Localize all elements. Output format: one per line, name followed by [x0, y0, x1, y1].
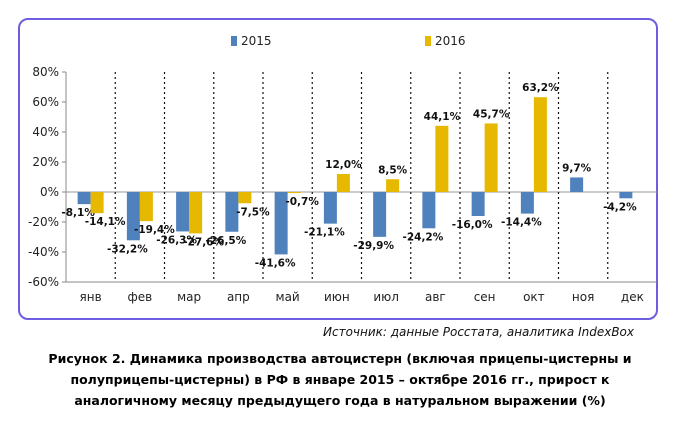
- legend-swatch-2015: [231, 36, 237, 46]
- bar-2016-май: [287, 192, 301, 194]
- source-note: Источник: данные Росстата, аналитика Ind…: [323, 325, 634, 339]
- legend-label-2015: 2015: [241, 34, 272, 48]
- bar-2016-сен: [484, 123, 498, 192]
- x-tick-label: авг: [425, 290, 446, 304]
- data-label-2016-янв: -14,1%: [85, 216, 126, 228]
- data-label-2016-авг: 44,1%: [424, 111, 461, 123]
- data-label-2015-май: -41,6%: [255, 257, 296, 269]
- legend-item-2015: 2015: [231, 34, 272, 48]
- bar-2016-июл: [386, 179, 400, 192]
- caption-line-1: Рисунок 2. Динамика производства автоцис…: [48, 351, 632, 366]
- x-tick-label: ноя: [572, 290, 594, 304]
- bar-2016-янв: [90, 192, 104, 214]
- data-label-2016-апр: -7,5%: [236, 206, 270, 218]
- y-tick-label: -60%: [28, 275, 59, 289]
- data-label-2015-июн: -21,1%: [304, 227, 345, 239]
- x-tick-label: дек: [621, 290, 644, 304]
- data-label-2015-янв: -8,1%: [61, 207, 95, 219]
- bar-2015-дек: [619, 192, 633, 199]
- legend-swatch-2016: [425, 36, 431, 46]
- bar-2015-авг: [422, 192, 436, 229]
- bar-2016-апр: [238, 192, 252, 204]
- legend-item-2016: 2016: [425, 34, 466, 48]
- x-tick-label: мар: [177, 290, 201, 304]
- x-tick-label: апр: [227, 290, 250, 304]
- y-tick-label: 0%: [40, 185, 59, 199]
- data-label-2016-май: -0,7%: [285, 196, 319, 208]
- legend-label-2016: 2016: [435, 34, 466, 48]
- x-tick-label: июн: [324, 290, 350, 304]
- bar-2016-фев: [139, 192, 153, 222]
- bar-2016-авг: [435, 125, 449, 192]
- y-tick-label: 60%: [32, 95, 59, 109]
- data-label-2015-апр: -26,5%: [205, 235, 246, 247]
- data-label-2015-ноя: 9,7%: [562, 162, 592, 174]
- data-label-2015-фев: -32,2%: [107, 243, 148, 255]
- data-label-2016-июн: 12,0%: [325, 159, 362, 171]
- data-label-2016-фев: -19,4%: [134, 224, 175, 236]
- y-tick-label: 20%: [32, 155, 59, 169]
- bar-2015-мар: [176, 192, 190, 232]
- bar-2015-янв: [77, 192, 91, 205]
- data-label-2015-авг: -24,2%: [402, 231, 443, 243]
- data-label-2015-мар: -26,3%: [156, 234, 197, 246]
- caption-line-3: аналогичному месяцу предыдущего года в н…: [74, 393, 606, 408]
- x-tick-label: май: [276, 290, 300, 304]
- bar-2015-апр: [225, 192, 239, 232]
- x-tick-label: фев: [128, 290, 153, 304]
- x-tick-label: янв: [80, 290, 102, 304]
- data-label-2015-июл: -29,9%: [353, 240, 394, 252]
- y-tick-label: -40%: [28, 245, 59, 259]
- bar-2015-июн: [323, 192, 337, 224]
- figure-caption: Рисунок 2. Динамика производства автоцис…: [10, 348, 670, 411]
- bar-2015-фев: [126, 192, 140, 241]
- chart-frame: [18, 18, 658, 320]
- data-label-2016-сен: 45,7%: [473, 108, 510, 120]
- data-label-2016-мар: -27,6%: [183, 236, 224, 248]
- y-tick-label: 40%: [32, 125, 59, 139]
- x-tick-label: июл: [373, 290, 399, 304]
- data-label-2016-окт: 63,2%: [522, 82, 559, 94]
- x-tick-label: окт: [523, 290, 545, 304]
- bar-2016-мар: [189, 192, 203, 234]
- bar-2015-сен: [471, 192, 485, 216]
- bar-2016-окт: [533, 97, 547, 192]
- bar-2015-окт: [520, 192, 534, 214]
- bar-2015-ноя: [570, 177, 584, 192]
- data-label-2015-дек: -4,2%: [603, 201, 637, 213]
- data-label-2015-окт: -14,4%: [501, 217, 542, 229]
- y-tick-label: -20%: [28, 215, 59, 229]
- data-label-2015-сен: -16,0%: [452, 219, 493, 231]
- caption-line-2: полуприцепы-цистерны) в РФ в январе 2015…: [70, 372, 610, 387]
- x-tick-label: сен: [474, 290, 496, 304]
- bar-2015-май: [274, 192, 288, 255]
- data-label-2016-июл: 8,5%: [378, 164, 408, 176]
- y-tick-label: 80%: [32, 65, 59, 79]
- bar-2015-июл: [373, 192, 387, 237]
- bar-2016-июн: [336, 174, 350, 192]
